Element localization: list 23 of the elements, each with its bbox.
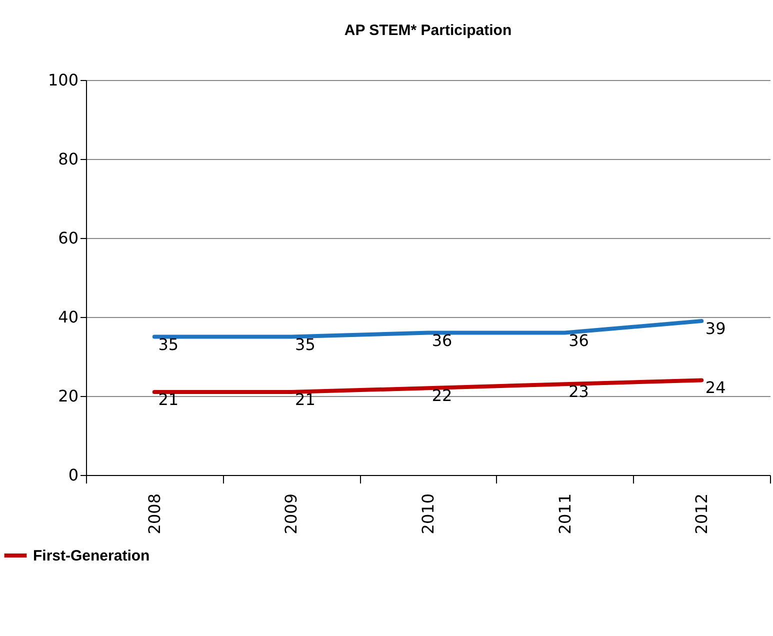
data-label: 21 bbox=[158, 390, 179, 410]
x-tick-label: 2009 bbox=[282, 494, 301, 534]
y-tick-label: 40 bbox=[58, 308, 78, 326]
data-label: 22 bbox=[432, 386, 452, 406]
data-label: 35 bbox=[158, 334, 179, 354]
y-tick-label: 80 bbox=[58, 150, 78, 168]
y-tick-label: 100 bbox=[48, 70, 78, 90]
x-tick-label: 2011 bbox=[555, 494, 574, 534]
y-tick-label: 20 bbox=[58, 386, 78, 406]
data-label: 23 bbox=[568, 382, 589, 402]
data-label: 21 bbox=[295, 390, 316, 410]
chart-title: AP STEM* Participation bbox=[344, 22, 512, 39]
data-label: 36 bbox=[432, 330, 452, 350]
data-label: 24 bbox=[705, 378, 726, 398]
x-tick-label: 2008 bbox=[144, 494, 164, 534]
legend-label: First-Generation bbox=[33, 548, 150, 564]
y-tick-label: 60 bbox=[58, 228, 78, 248]
x-tick-label: 2010 bbox=[418, 494, 438, 534]
data-label: 36 bbox=[568, 330, 589, 350]
x-tick-label: 2012 bbox=[692, 494, 712, 534]
y-tick-label: 0 bbox=[68, 466, 78, 484]
data-label: 39 bbox=[705, 318, 726, 338]
data-label: 35 bbox=[295, 334, 316, 354]
